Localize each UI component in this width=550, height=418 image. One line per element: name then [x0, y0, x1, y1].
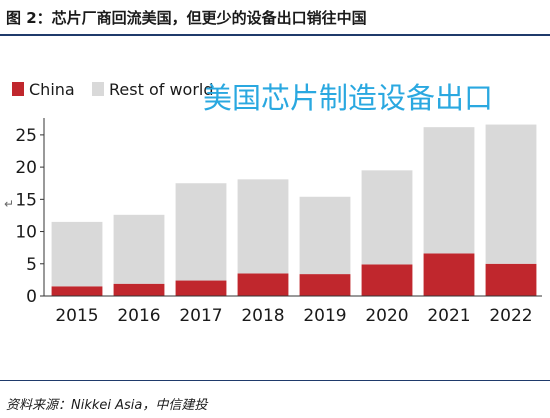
bar-rest-of-world-2016 — [113, 214, 165, 284]
bar-china-2022 — [485, 263, 537, 296]
legend: China Rest of world — [12, 80, 214, 99]
bar-rest-of-world-2022 — [485, 124, 537, 264]
footer: 资料来源：Nikkei Asia，中信建投 — [0, 380, 550, 418]
bar-china-2020 — [361, 264, 413, 296]
bar-rest-of-world-2020 — [361, 170, 413, 265]
bar-rest-of-world-2019 — [299, 196, 351, 275]
y-tick-label: 25 — [15, 126, 37, 146]
legend-label: Rest of world — [109, 80, 214, 99]
bar-chart: 2015 2016 2017 2018 2019 2020 2021 2022 0 5 10 15 20… — [12, 80, 542, 326]
bar-china-2016 — [113, 283, 165, 296]
x-tick-label: 2017 — [179, 306, 222, 326]
y-tick-label: 0 — [26, 287, 37, 307]
x-tick-label: 2016 — [117, 306, 160, 326]
legend-label: China — [29, 80, 75, 99]
x-tick-label: 2021 — [427, 306, 470, 326]
legend-swatch-china — [12, 82, 24, 96]
bar-china-2019 — [299, 274, 351, 296]
bar-china-2018 — [237, 273, 289, 296]
x-tick-label: 2018 — [241, 306, 284, 326]
y-tick-label: 20 — [15, 158, 37, 178]
footer-rule — [0, 380, 550, 381]
x-tick-label: 2022 — [489, 306, 532, 326]
x-tick-label: 2019 — [303, 306, 346, 326]
chart-title: 美国芯片制造设备出口 — [203, 81, 493, 115]
bar-china-2015 — [51, 286, 103, 296]
header: 图 2：芯片厂商回流美国，但更少的设备出口销往中国 — [0, 0, 550, 40]
y-tick-label: 15 — [15, 190, 37, 210]
text-cursor-icon: ↵ — [4, 197, 15, 211]
x-tick-label: 2020 — [365, 306, 408, 326]
chart: 2015 2016 2017 2018 2019 2020 2021 2022 0 5 10 15 20… — [0, 40, 550, 370]
bar-rest-of-world-2021 — [423, 127, 475, 254]
x-tick-label: 2015 — [55, 306, 98, 326]
bar-china-2017 — [175, 280, 227, 296]
bars-layer — [51, 124, 537, 296]
y-tick-label: 5 — [26, 255, 37, 275]
axis-layer: 2015 2016 2017 2018 2019 2020 2021 2022 0 5 10 15 20… — [15, 118, 542, 326]
figure-title: 图 2：芯片厂商回流美国，但更少的设备出口销往中国 — [6, 9, 367, 27]
bar-rest-of-world-2017 — [175, 183, 227, 281]
y-tick-label: 10 — [15, 223, 37, 243]
source-note: 资料来源：Nikkei Asia，中信建投 — [6, 398, 208, 413]
bar-rest-of-world-2018 — [237, 179, 289, 274]
bar-rest-of-world-2015 — [51, 221, 103, 287]
bar-china-2021 — [423, 253, 475, 296]
header-rule — [0, 34, 550, 36]
legend-swatch-rest-of-world — [92, 82, 104, 96]
